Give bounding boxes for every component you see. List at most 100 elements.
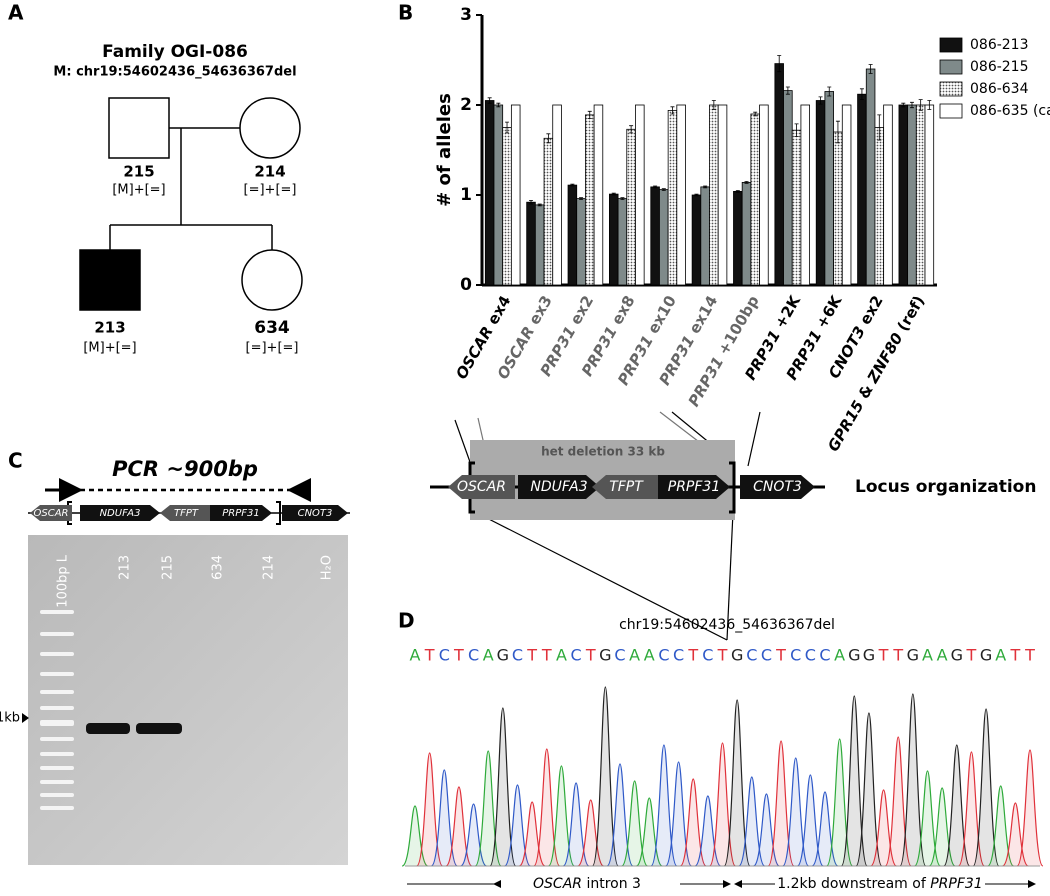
- base: T: [526, 646, 537, 665]
- error-bar: [827, 86, 832, 97]
- pedigree-title: Family OGI-086: [102, 42, 248, 62]
- bar: [733, 190, 743, 286]
- error-bar: [877, 114, 882, 141]
- bar: [552, 104, 562, 286]
- bar: [659, 189, 669, 286]
- bar: [593, 104, 604, 286]
- base: G: [907, 646, 919, 665]
- peak: [489, 707, 517, 867]
- y-tick-label: 2: [460, 95, 472, 115]
- base: A: [644, 646, 655, 665]
- male-unaffected: [108, 97, 170, 159]
- base: T: [585, 646, 596, 665]
- ladder-band: [40, 672, 74, 676]
- gene-label: TFPT: [174, 508, 199, 519]
- bar: [741, 181, 752, 286]
- error-bar: [670, 106, 675, 115]
- bar: [700, 186, 710, 286]
- bar: [567, 184, 578, 286]
- bar: [824, 91, 834, 286]
- ladder-band: [40, 690, 74, 694]
- ladder-band: [40, 652, 74, 656]
- base: A: [922, 646, 933, 665]
- ladder-band: [40, 793, 74, 797]
- marker-arrow: [22, 713, 29, 723]
- gene-arrow: [160, 505, 212, 521]
- base: T: [966, 646, 977, 665]
- bar: [750, 113, 760, 286]
- base: G: [599, 646, 611, 665]
- ladder-band: [40, 737, 74, 741]
- panel-label: D: [398, 609, 415, 633]
- base: T: [775, 646, 786, 665]
- peak: [972, 708, 1000, 867]
- error-bar: [529, 200, 534, 205]
- id: 215: [123, 163, 154, 181]
- peak: [504, 784, 531, 867]
- error-bar: [818, 96, 823, 105]
- base: C: [439, 646, 450, 665]
- bar: [841, 104, 852, 286]
- error-bar: [909, 101, 914, 109]
- base: G: [848, 646, 860, 665]
- base: G: [980, 646, 992, 665]
- error-bar: [859, 88, 864, 100]
- base: C: [570, 646, 581, 665]
- gene-label: OSCAR: [457, 479, 506, 495]
- bar: [617, 198, 628, 286]
- base: T: [1009, 646, 1020, 665]
- bar: [709, 104, 719, 286]
- lane-label: 215: [161, 555, 176, 580]
- error-bar: [785, 86, 790, 95]
- y-axis-label: # of alleles: [434, 93, 455, 207]
- genotype: [M]+[=]: [112, 183, 165, 198]
- bar: [484, 100, 495, 286]
- bar: [898, 104, 909, 286]
- panel-label: A: [8, 1, 24, 25]
- bar: [502, 127, 512, 286]
- ladder-band: [40, 806, 74, 810]
- ladder-band: [40, 720, 74, 726]
- ladder-band: [40, 752, 74, 756]
- peak: [445, 786, 473, 867]
- bar: [815, 100, 826, 286]
- legend-label: 086-634: [970, 81, 1029, 97]
- ladder-band: [40, 632, 74, 636]
- base: G: [951, 646, 963, 665]
- base: A: [483, 646, 494, 665]
- base: G: [731, 646, 743, 665]
- peak: [987, 785, 1015, 867]
- bar: [526, 201, 536, 286]
- gene-label: NDUFA3: [530, 479, 587, 495]
- bar: [650, 186, 660, 286]
- error-bar: [835, 120, 840, 144]
- gene-arrow: [282, 505, 348, 521]
- base: T: [541, 646, 552, 665]
- ladder-band: [40, 766, 74, 770]
- base: T: [453, 646, 464, 665]
- bar: [907, 104, 917, 286]
- error-bar: [620, 197, 625, 200]
- id: 634: [254, 318, 290, 338]
- base: A: [410, 646, 421, 665]
- error-bar: [777, 55, 782, 73]
- error-bar: [546, 133, 551, 144]
- error-bar: [703, 185, 708, 189]
- base: A: [834, 646, 845, 665]
- error-bar: [694, 193, 699, 197]
- genotype: [M]+[=]: [83, 341, 136, 356]
- id: 214: [254, 163, 285, 181]
- legend-swatch: [939, 103, 963, 119]
- ladder-band: [40, 780, 74, 784]
- bar: [759, 104, 769, 286]
- bar: [857, 93, 867, 286]
- pcr-title: PCR ~900bp: [112, 457, 258, 481]
- error-bar: [901, 102, 906, 108]
- gene-arrow: [740, 475, 815, 499]
- base: C: [702, 646, 713, 665]
- error-bar: [611, 192, 616, 196]
- base: A: [995, 646, 1006, 665]
- pcr-band: [86, 723, 130, 734]
